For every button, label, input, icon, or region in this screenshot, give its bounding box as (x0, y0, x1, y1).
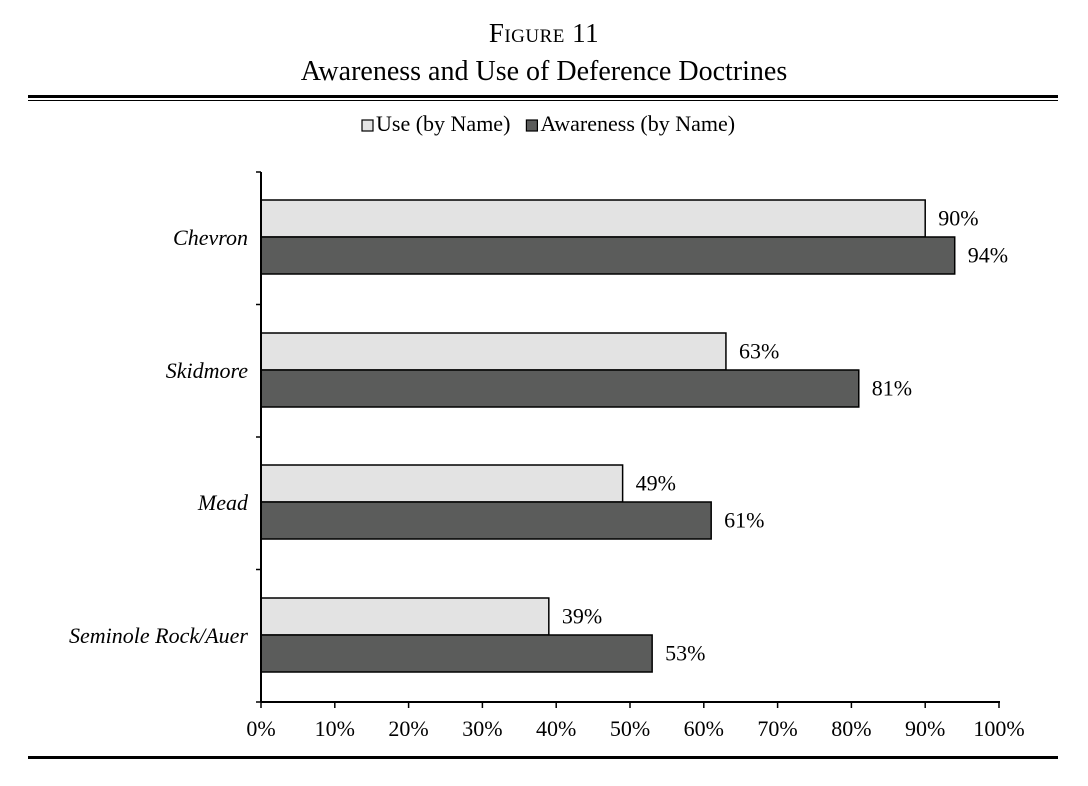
bar-1-2 (260, 501, 712, 540)
bar-1-3 (260, 634, 653, 673)
value-label-0-0: 90% (938, 206, 978, 231)
x-tick-label-3: 30% (462, 716, 502, 741)
legend-swatch-1 (525, 119, 539, 132)
legend-label-1: Awareness (by Name) (540, 111, 735, 136)
x-tick-label-0: 0% (246, 716, 275, 741)
value-label-1-1: 81% (872, 376, 912, 401)
value-label-0-3: 39% (562, 604, 602, 629)
x-tick-label-2: 20% (388, 716, 428, 741)
value-label-1-3: 53% (665, 641, 705, 666)
x-tick-label-5: 50% (610, 716, 650, 741)
x-tick-label-10: 100% (973, 716, 1024, 741)
bar-0-3 (260, 597, 550, 636)
bar-0-1 (260, 332, 727, 371)
category-label-2: Mead (197, 490, 249, 515)
category-label-0: Chevron (173, 225, 248, 250)
top-rule-thin (28, 100, 1058, 101)
bottom-rule (28, 756, 1058, 759)
x-tick-label-7: 70% (757, 716, 797, 741)
x-tick-label-9: 90% (905, 716, 945, 741)
bar-1-0 (260, 236, 956, 275)
category-label-3: Seminole Rock/Auer (69, 623, 248, 648)
value-label-0-2: 49% (636, 471, 676, 496)
bar-1-1 (260, 369, 860, 408)
bar-0-2 (260, 464, 624, 503)
value-label-1-2: 61% (724, 508, 764, 533)
x-tick-label-1: 10% (315, 716, 355, 741)
category-label-1: Skidmore (166, 358, 249, 383)
x-tick-label-4: 40% (536, 716, 576, 741)
x-tick-label-6: 60% (684, 716, 724, 741)
x-tick-label-8: 80% (831, 716, 871, 741)
value-label-1-0: 94% (968, 243, 1008, 268)
bar-0-0 (260, 199, 926, 238)
top-rule-thick (28, 95, 1058, 98)
value-label-0-1: 63% (739, 339, 779, 364)
figure-label: Figure 11 (488, 18, 600, 48)
legend-label-0: Use (by Name) (376, 111, 510, 136)
figure-title: Awareness and Use of Deference Doctrines (300, 56, 788, 87)
legend-swatch-0 (361, 119, 374, 132)
